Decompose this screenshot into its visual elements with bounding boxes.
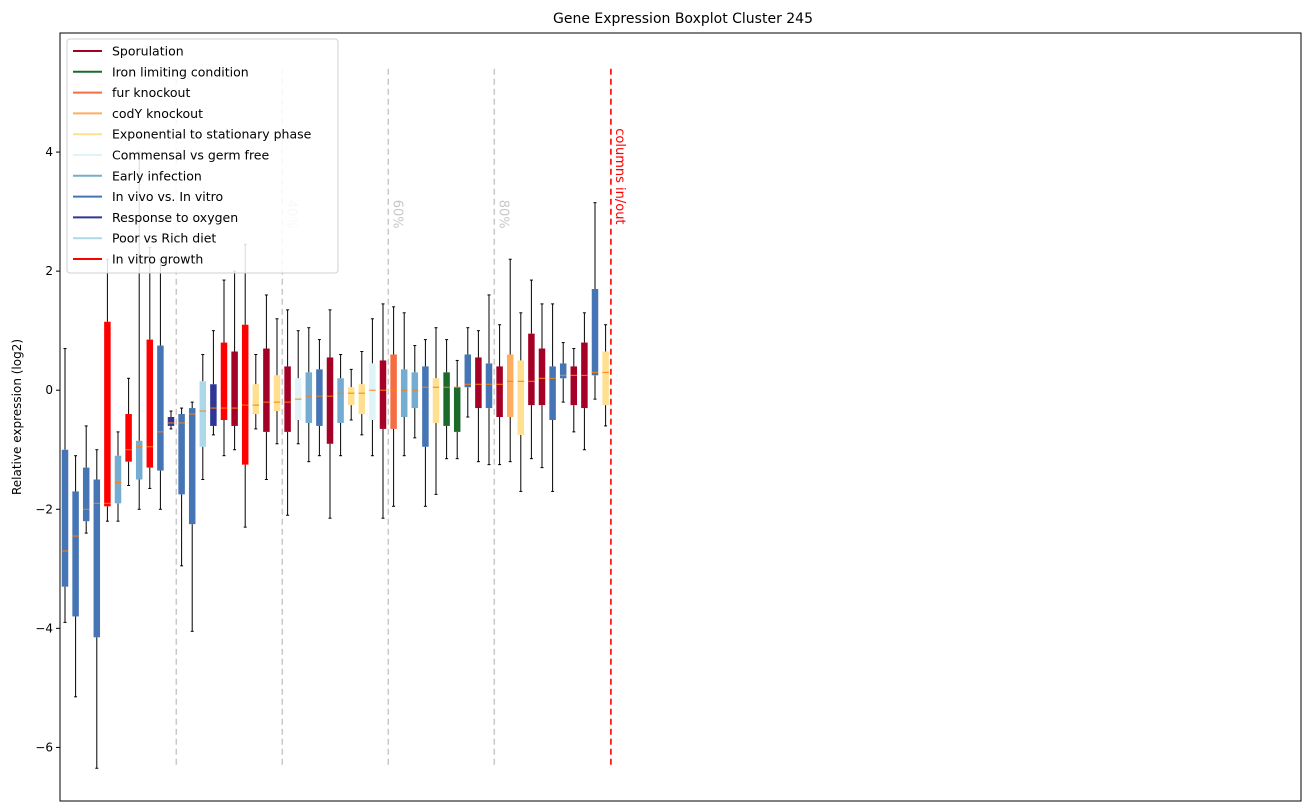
box xyxy=(591,289,599,376)
legend-label: Iron limiting condition xyxy=(112,64,249,79)
box xyxy=(210,384,217,426)
y-tick-label: −4 xyxy=(35,621,53,635)
box xyxy=(337,378,344,423)
box xyxy=(146,339,154,468)
box xyxy=(358,384,366,415)
box xyxy=(602,351,609,406)
box xyxy=(369,363,376,420)
box xyxy=(231,351,238,426)
box xyxy=(528,333,535,406)
box xyxy=(326,357,334,444)
box xyxy=(506,354,514,417)
box xyxy=(284,366,291,432)
box xyxy=(432,378,440,423)
reference-line-label: 60% xyxy=(389,200,404,229)
box xyxy=(72,491,79,617)
box xyxy=(443,372,450,426)
legend-frame xyxy=(66,38,339,274)
box xyxy=(538,348,546,406)
legend-label: Commensal vs germ free xyxy=(112,148,269,163)
box xyxy=(135,440,143,480)
box xyxy=(125,414,132,462)
box xyxy=(82,467,90,522)
legend: Sporulation Iron limiting condition fur kn… xyxy=(66,38,339,274)
box xyxy=(104,321,111,507)
box xyxy=(517,360,525,435)
box xyxy=(114,455,122,504)
chart-title: Gene Expression Boxplot Cluster 245 xyxy=(553,11,813,27)
box xyxy=(485,363,493,409)
y-tick-label: 2 xyxy=(45,264,53,278)
y-tick-label: −6 xyxy=(35,740,53,754)
box xyxy=(263,348,270,432)
box xyxy=(379,360,387,429)
box xyxy=(93,479,101,638)
y-axis-label: Relative expression (log2) xyxy=(10,339,24,495)
box xyxy=(549,366,556,420)
box xyxy=(390,354,397,429)
box xyxy=(220,342,228,420)
box xyxy=(273,375,281,412)
box xyxy=(559,363,567,379)
box xyxy=(453,387,461,432)
axes-frame xyxy=(59,32,1302,802)
legend-label: fur knockout xyxy=(112,85,190,100)
box xyxy=(570,366,578,406)
y-tick-label: −2 xyxy=(35,502,53,516)
box xyxy=(241,324,249,465)
box xyxy=(464,354,472,388)
box xyxy=(316,369,323,426)
box xyxy=(61,449,69,587)
box xyxy=(178,414,185,495)
box xyxy=(199,381,207,447)
reference-line-label: columns in/out xyxy=(612,128,627,224)
box xyxy=(475,357,482,409)
legend-label: Response to oxygen xyxy=(112,210,238,225)
box xyxy=(167,417,175,426)
box xyxy=(347,387,355,406)
box xyxy=(400,369,408,417)
box xyxy=(422,366,429,447)
y-tick-label: 4 xyxy=(45,145,53,159)
reference-line-label: 80% xyxy=(495,200,510,229)
box xyxy=(252,384,260,415)
legend-label: Exponential to stationary phase xyxy=(112,127,312,142)
legend-label: In vitro growth xyxy=(112,252,203,267)
legend-label: Early infection xyxy=(112,168,202,183)
plot-area: −6−4−202440%60%80%columns in/out xyxy=(35,68,627,769)
box xyxy=(496,366,503,417)
box xyxy=(188,408,196,525)
legend-label: codY knockout xyxy=(112,106,203,121)
box xyxy=(157,345,164,471)
legend-label: In vivo vs. In vitro xyxy=(112,189,223,204)
y-tick-label: 0 xyxy=(45,383,53,397)
box xyxy=(305,372,313,423)
legend-label: Sporulation xyxy=(112,44,184,59)
legend-label: Poor vs Rich diet xyxy=(112,231,216,246)
